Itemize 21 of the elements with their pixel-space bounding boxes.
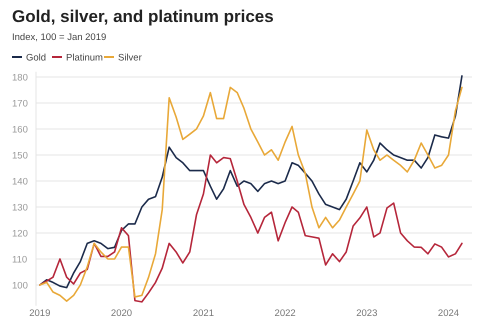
y-tick-label: 170 (12, 98, 28, 110)
x-tick-label: 2022 (274, 308, 296, 319)
x-tick-label: 2020 (110, 308, 132, 319)
y-tick-label: 130 (12, 202, 28, 214)
x-tick-label: 2019 (29, 308, 50, 319)
chart-subtitle: Index, 100 = Jan 2019 (12, 32, 106, 43)
legend-label: Gold (26, 52, 46, 64)
y-tick-label: 120 (12, 228, 28, 240)
chart-title: Gold, silver, and platinum prices (12, 7, 274, 26)
x-tick-label: 2024 (438, 308, 460, 319)
y-tick-label: 140 (12, 176, 28, 188)
legend-label: Silver (118, 52, 142, 64)
y-tick-label: 180 (12, 72, 28, 84)
line-series (39, 154, 463, 303)
x-tick-label: 2021 (192, 308, 214, 319)
x-tick-label: 2023 (356, 308, 378, 319)
legend-label: Platinum (66, 52, 104, 64)
y-tick-label: 150 (12, 150, 28, 162)
y-tick-label: 100 (12, 280, 28, 292)
y-tick-label: 160 (12, 124, 28, 136)
y-tick-label: 110 (12, 254, 28, 266)
